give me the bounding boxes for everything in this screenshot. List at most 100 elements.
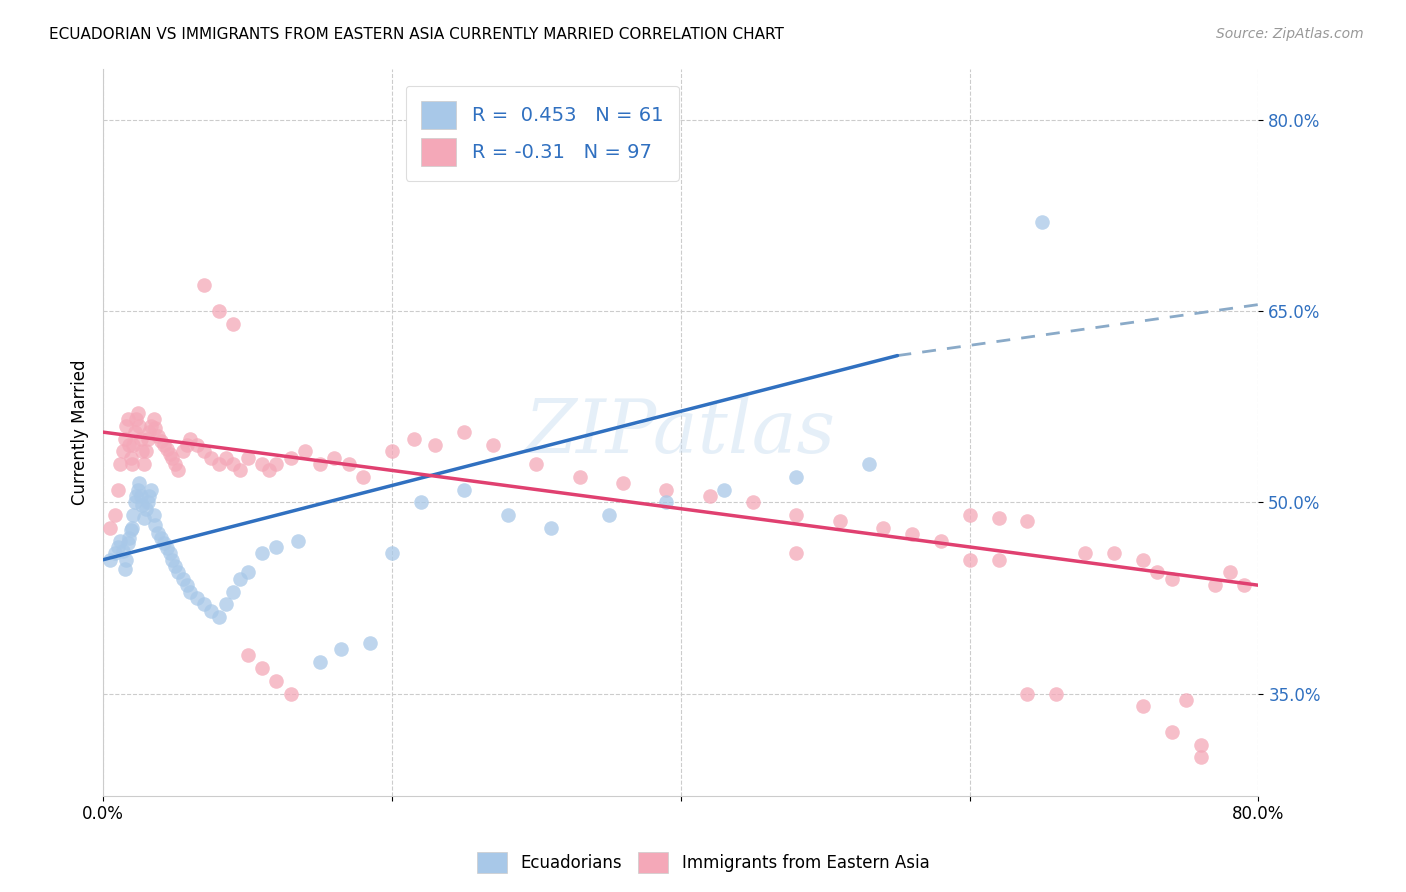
Point [1160, 572, 1182, 586]
Point [266, 457, 288, 471]
Point [496, 508, 519, 522]
Point [901, 527, 924, 541]
Point [266, 540, 288, 554]
Point [208, 457, 231, 471]
Point [138, 425, 160, 439]
Point [381, 444, 404, 458]
Point [280, 687, 302, 701]
Point [612, 476, 634, 491]
Point [104, 508, 127, 522]
Point [115, 552, 138, 566]
Point [152, 536, 174, 550]
Point [1132, 699, 1154, 714]
Point [236, 450, 259, 465]
Point [138, 489, 160, 503]
Point [257, 463, 280, 477]
Point [742, 495, 765, 509]
Legend: Ecuadorians, Immigrants from Eastern Asia: Ecuadorians, Immigrants from Eastern Asi… [470, 846, 936, 880]
Point [1175, 693, 1198, 707]
Point [120, 524, 142, 538]
Point [114, 432, 136, 446]
Point [222, 317, 245, 331]
Point [215, 450, 238, 465]
Point [176, 438, 198, 452]
Point [453, 483, 475, 497]
Point [858, 457, 880, 471]
Point [117, 536, 139, 550]
Point [294, 444, 316, 458]
Point [1219, 566, 1241, 580]
Point [124, 495, 146, 509]
Point [929, 533, 952, 548]
Point [112, 543, 135, 558]
Point [121, 457, 143, 471]
Point [110, 457, 132, 471]
Point [179, 584, 201, 599]
Point [118, 438, 141, 452]
Point [453, 425, 475, 439]
Point [127, 483, 149, 497]
Point [987, 510, 1010, 524]
Point [208, 304, 231, 318]
Point [337, 457, 360, 471]
Point [1160, 725, 1182, 739]
Point [828, 515, 851, 529]
Point [215, 598, 238, 612]
Point [1017, 687, 1039, 701]
Point [959, 552, 981, 566]
Point [143, 421, 166, 435]
Point [785, 470, 807, 484]
Point [172, 572, 194, 586]
Point [179, 432, 201, 446]
Point [104, 546, 127, 560]
Point [139, 418, 162, 433]
Point [132, 457, 155, 471]
Point [987, 552, 1010, 566]
Point [193, 444, 215, 458]
Point [136, 432, 159, 446]
Point [330, 642, 353, 657]
Point [122, 508, 145, 522]
Y-axis label: Currently Married: Currently Married [72, 359, 89, 505]
Point [1102, 546, 1125, 560]
Point [229, 572, 252, 586]
Point [381, 546, 404, 560]
Point [149, 531, 172, 545]
Text: ZIPatlas: ZIPatlas [526, 396, 837, 468]
Point [352, 470, 374, 484]
Point [1189, 738, 1212, 752]
Point [107, 483, 129, 497]
Point [568, 470, 591, 484]
Point [540, 521, 562, 535]
Point [1204, 578, 1226, 592]
Point [165, 559, 187, 574]
Text: ECUADORIAN VS IMMIGRANTS FROM EASTERN ASIA CURRENTLY MARRIED CORRELATION CHART: ECUADORIAN VS IMMIGRANTS FROM EASTERN AS… [49, 27, 785, 42]
Point [186, 438, 208, 452]
Point [159, 447, 181, 461]
Point [959, 508, 981, 522]
Point [598, 508, 620, 522]
Point [208, 610, 231, 624]
Point [125, 412, 148, 426]
Point [1031, 214, 1053, 228]
Point [152, 438, 174, 452]
Point [124, 425, 146, 439]
Point [156, 442, 179, 456]
Point [250, 661, 273, 675]
Point [785, 508, 807, 522]
Point [135, 444, 157, 458]
Point [142, 412, 165, 426]
Point [128, 476, 150, 491]
Legend: R =  0.453   N = 61, R = -0.31   N = 97: R = 0.453 N = 61, R = -0.31 N = 97 [405, 86, 679, 181]
Point [409, 495, 432, 509]
Point [115, 418, 138, 433]
Point [129, 489, 152, 503]
Point [159, 546, 181, 560]
Point [359, 635, 381, 649]
Point [1132, 552, 1154, 566]
Point [200, 450, 222, 465]
Point [236, 566, 259, 580]
Point [699, 489, 721, 503]
Point [135, 501, 157, 516]
Point [156, 541, 179, 556]
